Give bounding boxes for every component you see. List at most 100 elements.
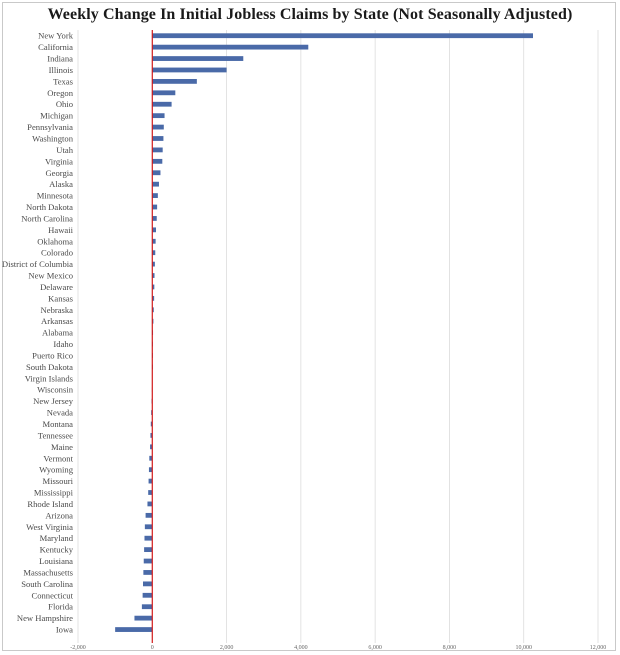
- category-label: South Dakota: [26, 362, 73, 372]
- category-label: Florida: [48, 602, 73, 612]
- bar: [144, 535, 153, 541]
- bar: [144, 547, 153, 553]
- bar: [152, 227, 156, 233]
- bar: [149, 455, 153, 461]
- bar: [148, 467, 153, 473]
- category-label: Ohio: [56, 99, 73, 109]
- category-label: Oregon: [47, 88, 73, 98]
- category-label: Wyoming: [39, 465, 74, 475]
- bar: [152, 136, 164, 141]
- category-label: Illinois: [49, 65, 74, 75]
- x-tick-label: 4,000: [294, 645, 308, 651]
- category-label: Kentucky: [40, 545, 74, 555]
- category-label: New York: [38, 31, 74, 41]
- category-label: Connecticut: [31, 590, 73, 600]
- bar: [148, 490, 153, 495]
- bar: [152, 250, 156, 256]
- category-label: West Virginia: [26, 522, 73, 532]
- category-label: Maine: [51, 442, 73, 452]
- bar: [145, 512, 153, 518]
- category-label: Minnesota: [37, 191, 73, 201]
- bar: [152, 284, 155, 290]
- bar: [143, 570, 153, 575]
- x-tick-label: 0: [151, 645, 154, 651]
- bar: [150, 444, 153, 450]
- category-label: Pennsylvania: [27, 122, 73, 132]
- bar: [152, 193, 158, 198]
- category-label: Arkansas: [41, 316, 74, 326]
- category-label: Virgin Islands: [25, 373, 74, 383]
- category-label: Arizona: [45, 510, 73, 520]
- bar: [115, 627, 153, 632]
- category-label: Indiana: [47, 54, 73, 64]
- bar: [148, 478, 153, 484]
- x-tick-label: 8,000: [443, 645, 457, 651]
- bar: [134, 615, 153, 621]
- x-tick-label: -2,000: [70, 645, 86, 651]
- category-label: Wisconsin: [37, 385, 74, 395]
- category-label: California: [38, 42, 73, 52]
- category-label: Nebraska: [41, 305, 74, 315]
- x-tick-label: 12,000: [590, 645, 607, 651]
- category-label: Hawaii: [48, 225, 73, 235]
- bar: [152, 56, 244, 61]
- bar: [152, 101, 172, 107]
- category-label: Michigan: [40, 111, 74, 121]
- category-label: Utah: [56, 145, 73, 155]
- bar: [152, 261, 155, 267]
- bar: [152, 90, 176, 96]
- category-label: Iowa: [56, 625, 73, 635]
- category-label: Texas: [53, 76, 74, 86]
- x-tick-label: 10,000: [515, 645, 532, 651]
- category-label: Montana: [42, 419, 73, 429]
- category-label: Rhode Island: [27, 499, 73, 509]
- bar: [152, 113, 165, 119]
- bar: [152, 238, 156, 244]
- bar: [152, 181, 159, 187]
- category-label: District of Columbia: [2, 259, 73, 269]
- bar: [152, 307, 154, 313]
- bar: [152, 216, 157, 221]
- category-label: Colorado: [41, 248, 73, 258]
- category-label: Alabama: [42, 328, 73, 338]
- bar: [152, 67, 227, 73]
- bar: [141, 604, 153, 610]
- category-label: Washington: [32, 133, 74, 143]
- bar: [147, 501, 153, 507]
- bar: [152, 295, 155, 301]
- category-label: New Hampshire: [17, 613, 73, 623]
- category-label: Oklahoma: [37, 236, 73, 246]
- x-tick-labels: -2,000 0 2,000 4,000 6,000 8,000 10,000 12,000: [70, 645, 606, 651]
- bar: [152, 273, 155, 278]
- bar: [144, 524, 153, 530]
- bar: [152, 78, 197, 84]
- x-tick-label: 2,000: [220, 645, 234, 651]
- bar: [143, 558, 153, 564]
- chart-title: Weekly Change In Initial Jobless Claims …: [47, 6, 573, 23]
- category-label: New Mexico: [28, 271, 73, 281]
- category-label: North Carolina: [21, 213, 73, 223]
- bar: [152, 124, 164, 130]
- category-label: Delaware: [40, 282, 73, 292]
- bar: [152, 158, 163, 164]
- category-label: Puerto Rico: [32, 350, 73, 360]
- category-label: Idaho: [53, 339, 73, 349]
- bar: [152, 33, 534, 39]
- category-label: North Dakota: [26, 202, 73, 212]
- category-label: Georgia: [45, 168, 73, 178]
- category-label: South Carolina: [21, 579, 73, 589]
- x-tick-label: 6,000: [368, 645, 382, 651]
- bar: [143, 581, 153, 587]
- category-label: Nevada: [47, 408, 73, 418]
- category-label: Massachusetts: [23, 567, 73, 577]
- bars: [115, 33, 534, 632]
- category-label: Alaska: [49, 179, 73, 189]
- category-label: Mississippi: [34, 488, 74, 498]
- bar: [150, 421, 153, 427]
- bar: [152, 44, 309, 50]
- category-label: New Jersey: [33, 396, 74, 406]
- category-label: Louisiana: [39, 556, 73, 566]
